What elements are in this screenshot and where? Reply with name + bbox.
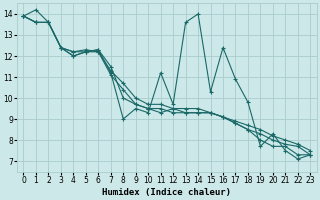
X-axis label: Humidex (Indice chaleur): Humidex (Indice chaleur) [102, 188, 231, 197]
